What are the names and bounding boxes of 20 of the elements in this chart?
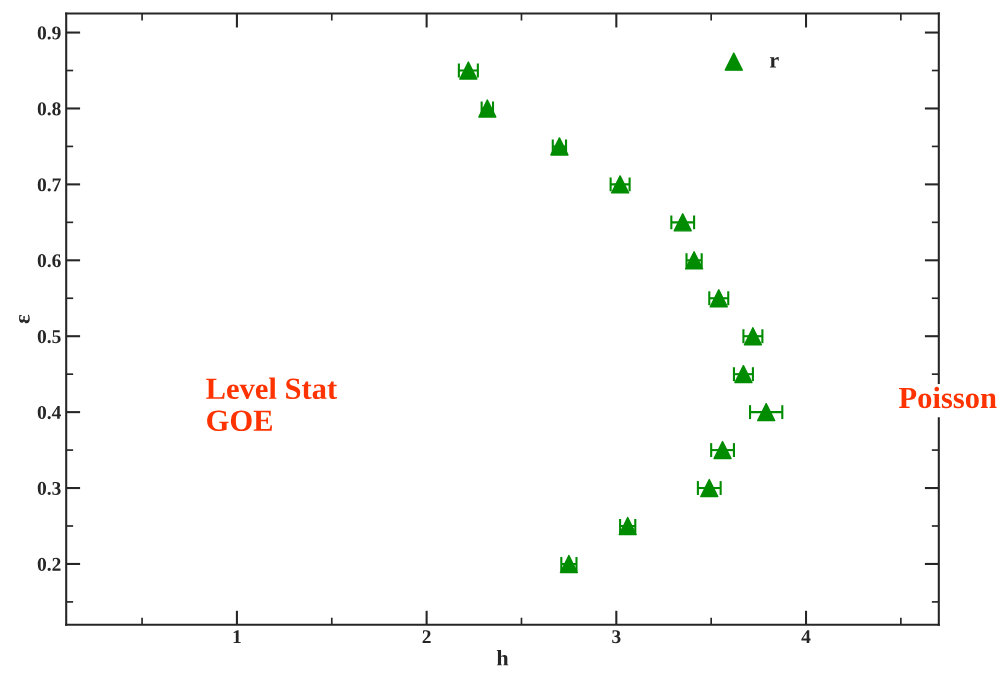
y-tick-label: 0.2 xyxy=(37,557,61,571)
x-tick-label: 1 xyxy=(233,630,241,644)
y-axis-title: ε xyxy=(19,314,30,324)
y-tick-label: 0.6 xyxy=(37,254,61,268)
point xyxy=(673,213,692,232)
annotation: Level Stat GOE xyxy=(206,377,338,432)
y-tick-label: 0.8 xyxy=(37,102,61,116)
annotation: Poisson xyxy=(899,386,997,409)
y-tick-label: 0.3 xyxy=(37,481,61,496)
y-tick-label: 0.7 xyxy=(37,178,61,192)
y-tick-label: 0.4 xyxy=(37,405,61,420)
x-axis-title: h xyxy=(496,649,509,666)
x-tick-label: 4 xyxy=(801,630,811,644)
x-tick-label: 3 xyxy=(612,630,621,644)
point xyxy=(756,402,776,422)
x-tick-label: 2 xyxy=(422,630,431,644)
legend-label: r xyxy=(769,56,779,68)
y-tick-label: 0.9 xyxy=(37,26,61,40)
point xyxy=(700,478,719,498)
y-tick-label: 0.5 xyxy=(37,330,61,344)
